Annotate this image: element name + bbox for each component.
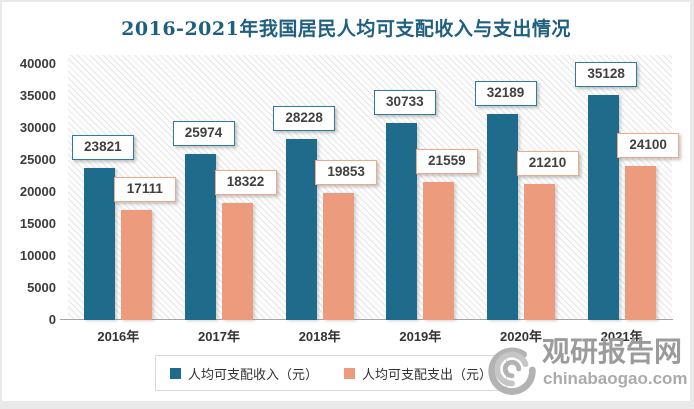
chart-card: 2016-2021年我国居民人均可支配收入与支出情况 0 5000 10000 150…: [2, 2, 690, 401]
y-axis-tick-label: 20000: [19, 184, 56, 199]
data-label-income-2018年: 28228: [273, 106, 336, 132]
bar-expense-2016年: [121, 210, 153, 320]
y-axis-tick-label: 0: [48, 312, 56, 327]
chart-title: 2016-2021年我国居民人均可支配收入与支出情况: [121, 18, 571, 40]
bar-income-2021年: [587, 95, 619, 320]
data-label-income-2016年: 23821: [71, 134, 134, 160]
data-label-expense-2019年: 21559: [415, 149, 478, 175]
legend-item-expense: 人均可支配支出（元）: [344, 364, 492, 383]
bar-expense-2018年: [322, 192, 354, 320]
x-axis-label: 2017年: [198, 329, 240, 344]
x-axis-label: 2016年: [97, 329, 140, 344]
bar-income-2018年: [285, 139, 317, 320]
bar-income-2020年: [487, 113, 518, 320]
data-label-expense-2021年: 24100: [617, 132, 680, 158]
y-axis-tick-label: 35000: [19, 88, 56, 103]
watermark-site-url: chinabaogao.com: [543, 369, 688, 388]
x-axis-label: 2021年: [600, 329, 643, 344]
data-label-expense-2020年: 21210: [516, 151, 579, 177]
data-label-income-2020年: 32189: [474, 80, 537, 106]
data-label-expense-2017年: 18322: [214, 169, 277, 195]
bar-income-2019年: [386, 123, 418, 320]
legend: 人均可支配收入（元） 人均可支配支出（元）: [155, 355, 508, 391]
legend-income-label: 人均可支配收入（元）: [188, 366, 319, 382]
bar-expense-2017年: [222, 202, 253, 320]
y-axis-tick-label: 15000: [19, 216, 56, 231]
data-label-expense-2016年: 17111: [113, 177, 176, 203]
legend-income-swatch-icon: [170, 367, 181, 379]
data-label-income-2019年: 30733: [373, 90, 436, 116]
bar-expense-2020年: [524, 184, 555, 320]
y-axis-tick-label: 25000: [19, 152, 56, 167]
y-axis-tick-label: 40000: [19, 56, 56, 71]
x-axis-label: 2019年: [399, 329, 442, 344]
y-axis-tick-label: 10000: [19, 248, 56, 263]
watermark: 观研报告网 chinabaogao.com: [483, 336, 688, 398]
legend-item-income: 人均可支配收入（元）: [170, 364, 318, 383]
legend-expense-swatch-icon: [344, 367, 356, 379]
data-label-expense-2018年: 19853: [315, 159, 378, 185]
bar-income-2017年: [185, 153, 216, 320]
data-label-income-2017年: 25974: [172, 120, 235, 146]
x-axis-line: [60, 319, 673, 320]
legend-expense-label: 人均可支配支出（元）: [362, 366, 493, 382]
x-axis-label: 2018年: [298, 329, 341, 344]
y-axis-tick-label: 30000: [19, 120, 56, 135]
x-axis-label: 2020年: [500, 329, 542, 344]
bar-income-2016年: [84, 167, 116, 320]
bar-expense-2021年: [624, 165, 656, 320]
data-label-income-2021年: 35128: [575, 62, 638, 88]
y-axis-tick-label: 5000: [27, 280, 56, 295]
bar-expense-2019年: [423, 182, 455, 320]
